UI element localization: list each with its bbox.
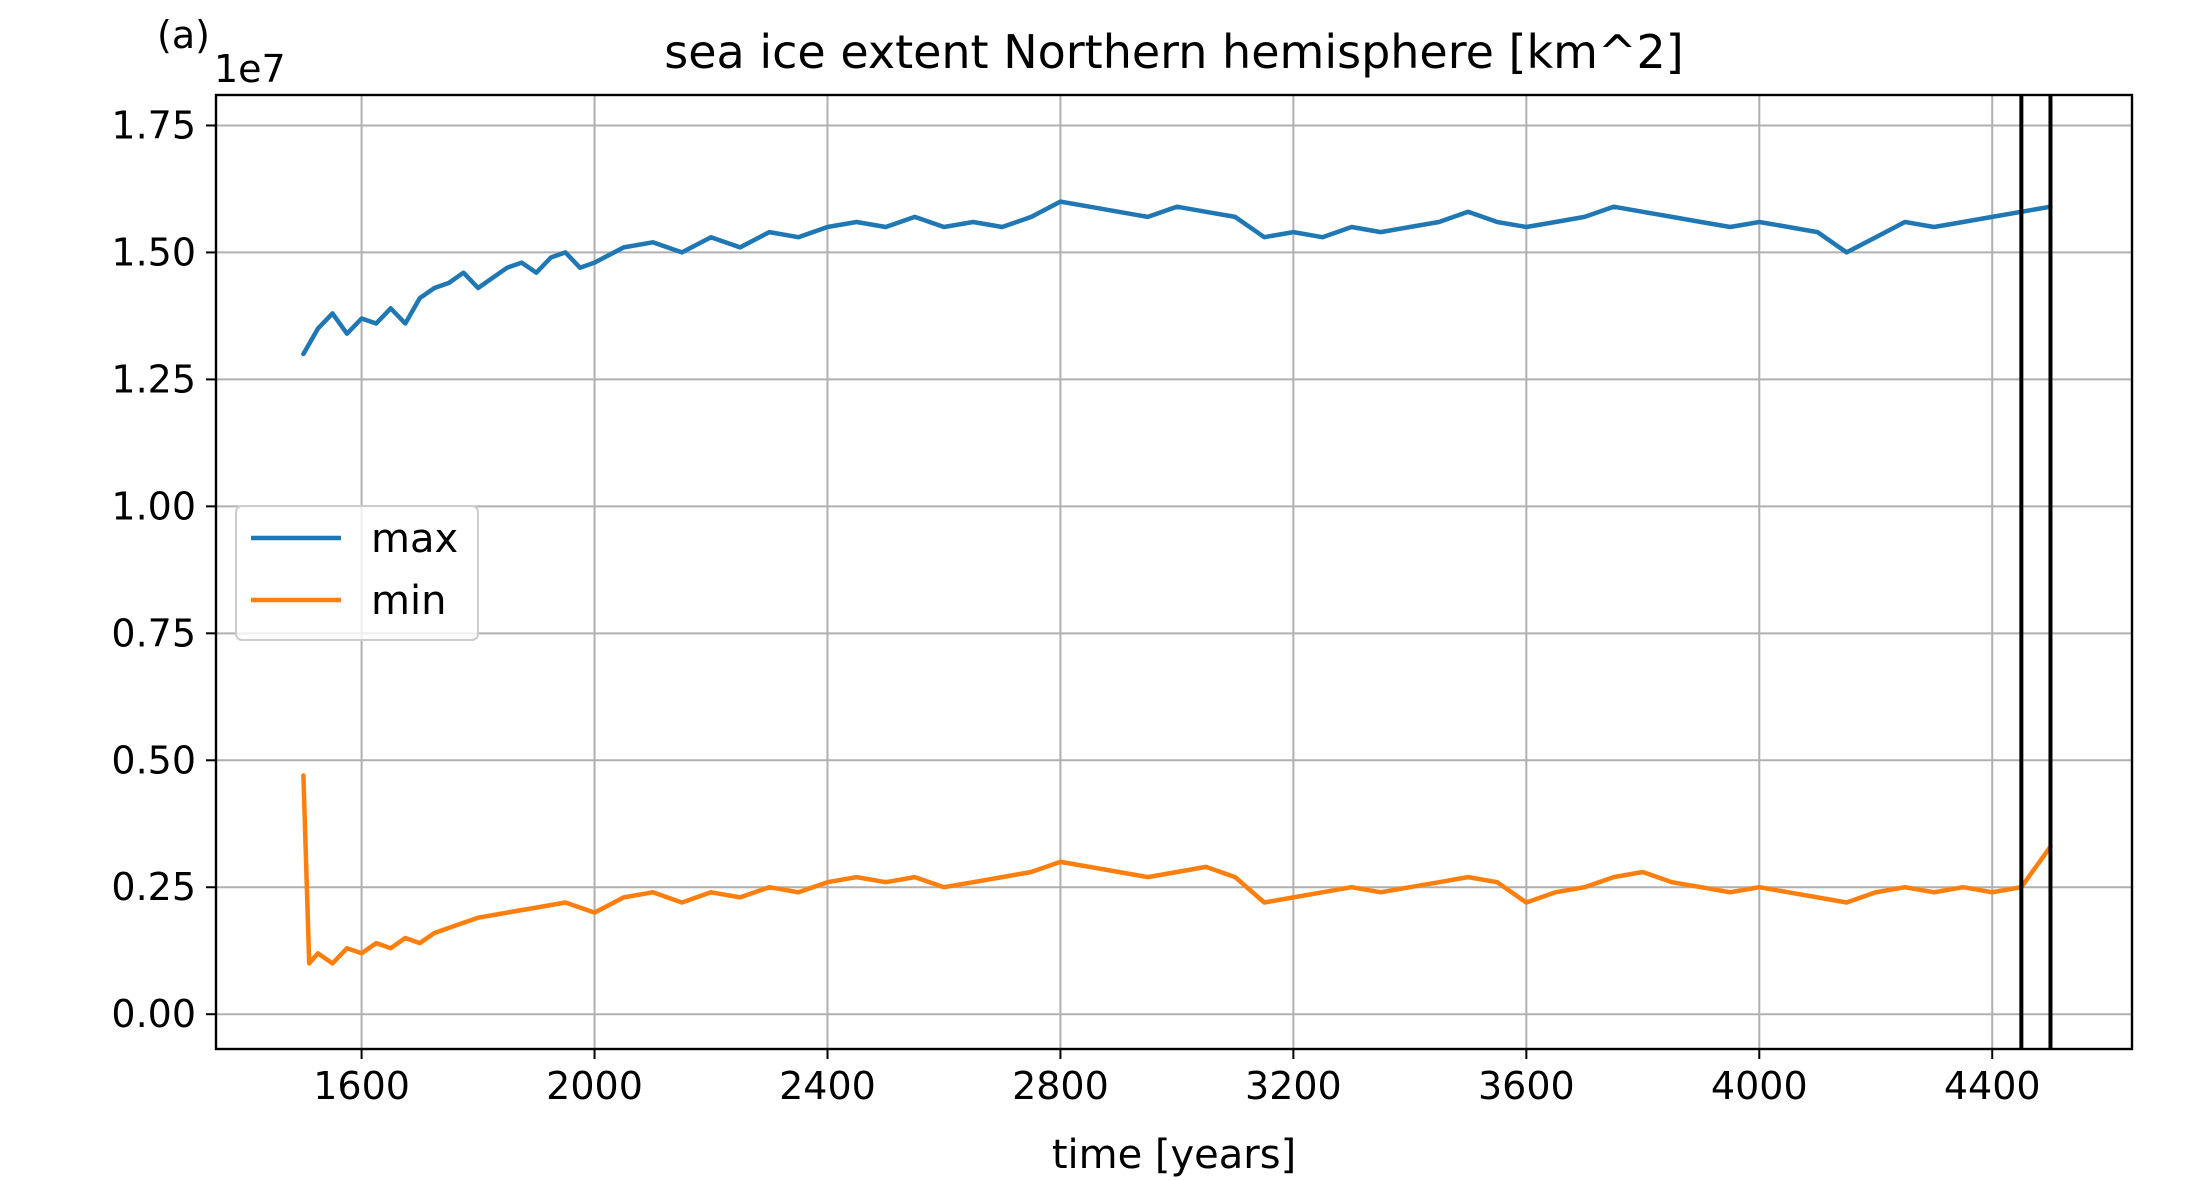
x-tick-label: 2000 xyxy=(546,1064,643,1108)
y-tick-label: 1.25 xyxy=(111,357,196,401)
x-tick-label: 3600 xyxy=(1478,1064,1575,1108)
y-tick-label: 0.75 xyxy=(111,611,196,655)
series-layer xyxy=(301,199,2053,966)
grid-layer xyxy=(216,95,2132,1049)
chart-title: sea ice extent Northern hemisphere [km^2… xyxy=(664,25,1683,79)
y-tick-label: 1.50 xyxy=(111,230,196,274)
x-tick-label: 3200 xyxy=(1245,1064,1342,1108)
vertical-line-layer xyxy=(2019,95,2053,1049)
y-tick-label: 1.75 xyxy=(111,103,196,147)
x-tick-label: 2800 xyxy=(1012,1064,1109,1108)
y-tick-label: 0.00 xyxy=(111,992,196,1036)
y-tick-label: 0.50 xyxy=(111,738,196,782)
plot-frame xyxy=(214,93,2134,1051)
x-tick-label: 2400 xyxy=(779,1064,876,1108)
legend-label-max: max xyxy=(371,516,458,562)
y-tick-label: 1.00 xyxy=(111,484,196,528)
tick-layer: 1600 2000 2400 2800 3200 3600 4000 4400 0.00 0.25… xyxy=(111,103,2040,1108)
offset-label: 1e7 xyxy=(214,47,286,91)
series-line-min xyxy=(301,773,2053,966)
x-axis-label: time [years] xyxy=(1052,1132,1296,1178)
y-tick-label: 0.25 xyxy=(111,865,196,909)
legend: max min xyxy=(235,505,479,641)
x-tick-label: 4400 xyxy=(1944,1064,2041,1108)
x-tick-label: 1600 xyxy=(313,1064,410,1108)
legend-label-min: min xyxy=(371,578,446,624)
panel-label: (a) xyxy=(157,13,210,57)
series-line-max xyxy=(301,199,2053,357)
x-tick-label: 4000 xyxy=(1711,1064,1808,1108)
